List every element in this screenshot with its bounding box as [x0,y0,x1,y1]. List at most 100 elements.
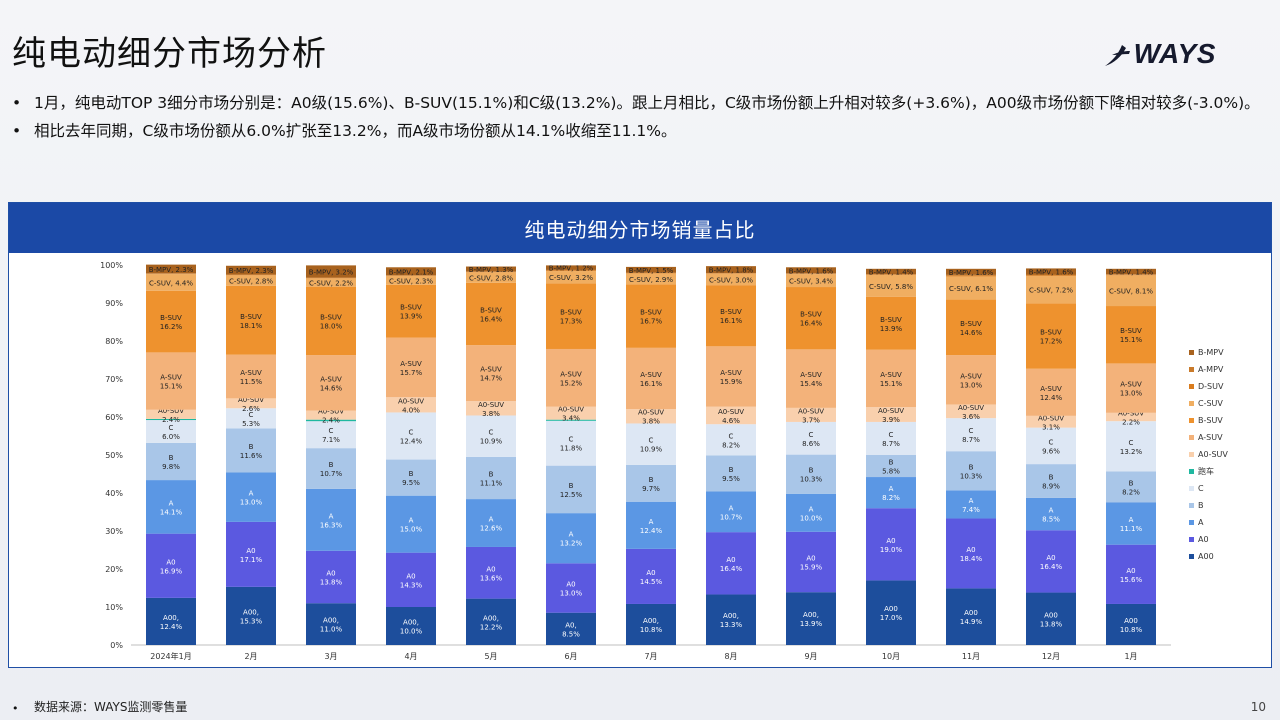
bar-segment-A0 [146,533,196,598]
data-label: C 10.9% [640,437,663,454]
data-label: C-SUV, 2.9% [629,276,673,284]
bar-segment-A [306,488,356,551]
data-label: A-SUV 14.7% [480,366,503,383]
legend-swatch [1189,435,1194,440]
bar-segment-B-SUV [946,299,996,356]
x-tick-label: 2月 [244,652,257,661]
bar-segment-D-SUV [1026,275,1076,277]
data-label: B-SUV 13.9% [400,304,423,321]
x-tick-label: 11月 [962,652,980,661]
bar-segment-D-SUV [946,275,996,277]
bar-segment-A00 [1026,592,1076,645]
data-label: C-SUV, 7.2% [1029,287,1073,295]
bar-segment-B [386,459,436,496]
bar-segment-B [866,455,916,478]
bar-segment-C-SUV [1106,275,1156,307]
legend-label: D-SUV [1198,382,1224,391]
bar-segment-A [706,491,756,533]
data-label: A 12.6% [480,516,503,533]
bar-segment-B-SUV [706,285,756,347]
data-label: A-SUV 15.9% [720,369,743,386]
data-label: C 8.2% [722,432,740,449]
bar-segment-B-MPV [706,266,756,273]
data-label: A00, 13.3% [720,612,743,629]
data-label: C-SUV, 8.1% [1109,288,1153,296]
data-label: A0-SUV 4.0% [398,397,424,414]
data-label: B-MPV, 1.6% [789,267,834,275]
bar-segment-跑车 [306,419,356,422]
data-label: C 9.6% [1042,438,1060,455]
bar-segment-A00 [946,588,996,645]
data-label: C-SUV, 2.8% [469,275,513,283]
bar-segment-A00 [226,586,276,645]
data-label: B-SUV 18.0% [320,313,343,330]
bar-segment-A0 [466,546,516,599]
bar-segment-A0 [946,518,996,589]
bar-segment-B [626,464,676,502]
bar-segment-C-SUV [226,275,276,286]
bar-segment-跑车 [146,418,196,421]
data-label: C-SUV, 3.2% [549,274,593,282]
bullet-text: 1月，纯电动TOP 3细分市场分别是：A0级(15.6%)、B-SUV(15.1… [34,94,1260,112]
data-label: A 11.1% [1120,516,1143,533]
data-label: A0 16.4% [720,556,743,573]
bar-segment-C [1026,427,1076,465]
data-label: B 9.7% [642,476,660,493]
data-label: A 13.2% [560,531,583,548]
data-label: B-SUV 16.7% [640,309,663,326]
legend-label: A00 [1198,552,1214,561]
data-label: A 10.7% [720,504,743,521]
data-label: A 10.0% [800,505,823,522]
y-tick-label: 60% [105,413,123,422]
data-label: A00, 10.0% [400,619,423,636]
bar-segment-A-SUV [386,337,436,398]
bar-segment-A0 [1106,544,1156,604]
data-label: A0-SUV 4.6% [718,408,744,425]
bar-segment-A0-SUV [1026,415,1076,428]
data-label: C-SUV, 2.8% [229,278,273,286]
bar-segment-A0-SUV [866,407,916,422]
bar-segment-B [946,451,996,491]
bar-segment-A-MPV [1106,274,1156,275]
data-label: A0-SUV 3.7% [798,407,824,424]
data-label: C 8.7% [882,431,900,448]
bar-segment-A0-SUV [146,409,196,419]
data-label: A00 14.9% [960,609,983,626]
ways-logo-icon [1104,45,1130,66]
bar-segment-B-SUV [226,285,276,355]
bar-segment-C-SUV [786,274,836,288]
data-label: A0 15.9% [800,554,823,571]
data-label: B-MPV, 1.4% [1109,268,1154,276]
legend-label: A [1198,518,1204,527]
bar-segment-A [1026,497,1076,531]
data-label: B-MPV, 2.3% [149,266,194,274]
data-label: B-MPV, 1.2% [549,265,594,273]
bar-segment-B-MPV [306,265,356,278]
data-label: B 11.6% [240,443,263,460]
bar-segment-A-SUV [786,349,836,408]
legend-swatch [1189,469,1194,474]
data-label: A 8.5% [1042,507,1060,524]
bar-segment-A0-SUV [706,406,756,425]
bar-segment-A [866,477,916,509]
bar-segment-B-SUV [626,284,676,348]
legend-swatch [1189,384,1194,389]
bar-segment-A-SUV [226,354,276,399]
bar-segment-B-SUV [386,284,436,338]
legend-swatch [1189,486,1194,491]
bar-segment-A0-SUV [306,410,356,420]
data-label: C-SUV, 2.3% [389,277,433,285]
data-label: C-SUV, 3.0% [709,276,753,284]
data-label: A0-SUV 2.4% [318,408,344,425]
bar-segment-A0 [626,548,676,604]
bar-segment-A0-SUV [546,406,596,420]
data-label: B 8.2% [1122,479,1140,496]
legend-swatch [1189,350,1194,355]
bar-segment-A-SUV [466,345,516,402]
data-label: A0-SUV 3.4% [558,406,584,423]
bar-segment-A0 [546,563,596,613]
bar-segment-A-MPV [946,274,996,276]
data-label: B 8.9% [1042,474,1060,491]
bar-segment-C-SUV [626,273,676,285]
data-label: B 12.5% [560,482,583,499]
